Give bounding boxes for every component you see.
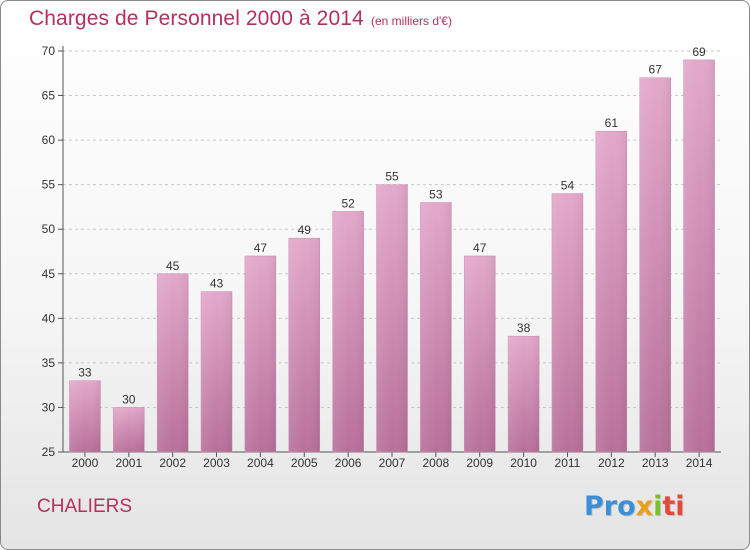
- bar-shine: [683, 59, 715, 453]
- value-label: 54: [561, 179, 575, 193]
- bars: [69, 59, 715, 453]
- y-tick-label: 65: [42, 89, 56, 103]
- y-tick-label: 40: [42, 311, 56, 325]
- x-tick-label: 2008: [423, 456, 450, 470]
- x-tick-label: 2012: [598, 456, 625, 470]
- bar-shine: [595, 131, 627, 452]
- bar-shine: [551, 193, 583, 453]
- y-tick-label: 35: [42, 356, 56, 370]
- commune-name: CHALIERS: [37, 496, 133, 517]
- bar-shine: [332, 211, 364, 452]
- bar-shine: [69, 380, 101, 452]
- y-tick-label: 50: [42, 222, 56, 236]
- value-label: 47: [473, 241, 487, 255]
- value-label: 33: [78, 366, 92, 380]
- x-tick-label: 2013: [642, 456, 669, 470]
- bar-shine: [464, 255, 496, 452]
- x-tick-label: 2000: [72, 456, 99, 470]
- logo-part: Pro: [584, 491, 636, 522]
- proxiti-logo: Proxiti: [584, 491, 685, 522]
- x-tick-label: 2009: [466, 456, 493, 470]
- value-label: 47: [254, 241, 268, 255]
- x-tick-label: 2014: [686, 456, 713, 470]
- bar-shine: [113, 407, 145, 452]
- logo-part: i: [653, 491, 663, 522]
- bar-shine: [201, 291, 233, 452]
- bar-shine: [288, 238, 320, 452]
- x-tick-label: 2004: [247, 456, 274, 470]
- bar-shine: [508, 336, 540, 452]
- bar-shine: [639, 77, 671, 452]
- x-tick-label: 2002: [159, 456, 186, 470]
- value-label: 30: [122, 392, 136, 406]
- y-tick-label: 45: [42, 267, 56, 281]
- x-tick-label: 2007: [379, 456, 406, 470]
- value-label: 69: [692, 45, 706, 59]
- y-tick-label: 30: [42, 400, 56, 414]
- y-tick-label: 70: [42, 44, 56, 58]
- value-label: 53: [429, 187, 443, 201]
- value-label: 45: [166, 259, 180, 273]
- chart-subtitle: (en milliers d'€): [371, 14, 452, 28]
- value-label: 61: [605, 116, 619, 130]
- x-tick-label: 2006: [335, 456, 362, 470]
- x-tick-label: 2003: [203, 456, 230, 470]
- logo-part: ti: [662, 491, 685, 522]
- x-tick-label: 2011: [555, 456, 581, 470]
- value-label: 67: [649, 63, 663, 77]
- y-tick-label: 60: [42, 133, 56, 147]
- bar-shine: [420, 202, 452, 452]
- labels: 33 2000 30 2001 45 2002 43 2003 47 2004 49 2005 52 20…: [72, 45, 713, 470]
- value-label: 43: [210, 277, 224, 291]
- value-label: 49: [298, 223, 312, 237]
- x-tick-label: 2010: [510, 456, 537, 470]
- x-tick-label: 2005: [291, 456, 318, 470]
- bar-shine: [376, 184, 408, 452]
- bar-shine: [244, 255, 276, 452]
- y-tick-label: 55: [42, 178, 56, 192]
- y-tick-label: 25: [42, 445, 56, 459]
- chart-title: Charges de Personnel 2000 à 2014: [29, 7, 364, 30]
- logo-part: x: [635, 491, 654, 522]
- x-tick-label: 2001: [115, 456, 142, 470]
- value-label: 38: [517, 321, 531, 335]
- value-label: 55: [385, 170, 399, 184]
- bar-shine: [157, 273, 189, 452]
- value-label: 52: [341, 196, 355, 210]
